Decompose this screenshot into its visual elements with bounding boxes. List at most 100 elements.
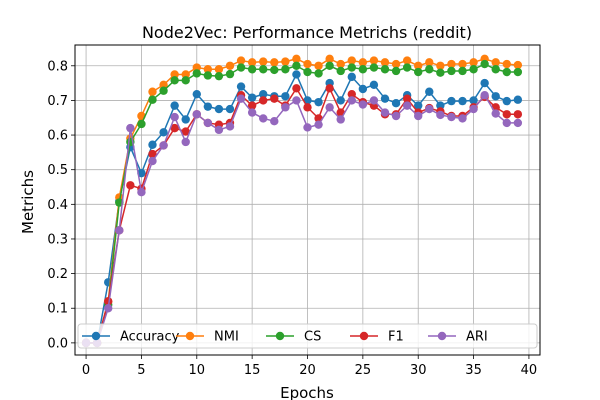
series-accuracy bbox=[81, 70, 523, 348]
data-point bbox=[148, 156, 157, 166]
y-axis-label: Metrichs bbox=[19, 170, 37, 234]
series-line bbox=[86, 63, 518, 344]
data-point bbox=[247, 65, 257, 74]
data-point bbox=[436, 110, 445, 120]
data-point bbox=[391, 111, 401, 121]
data-point bbox=[513, 110, 523, 119]
data-point bbox=[203, 118, 213, 128]
data-point bbox=[170, 123, 179, 133]
data-point bbox=[303, 59, 312, 69]
data-point bbox=[447, 112, 456, 122]
data-point bbox=[325, 54, 334, 64]
data-point bbox=[447, 59, 456, 69]
axes: 0 5 10 15 20 25 30 35 40 0.0 0.1 0.2 0.3 0.4 0.5 0.6 0.7… bbox=[47, 44, 541, 378]
y-tick-label: 0.1 bbox=[47, 302, 68, 317]
data-point bbox=[469, 58, 478, 67]
chart-title: Node2Vec: Performance Metrichs (reddit) bbox=[142, 23, 472, 42]
data-point bbox=[358, 65, 368, 74]
data-point bbox=[236, 56, 246, 65]
grid-lines bbox=[75, 45, 540, 355]
data-point bbox=[137, 188, 146, 197]
data-point bbox=[214, 125, 224, 135]
data-point bbox=[402, 56, 412, 65]
data-point bbox=[236, 82, 246, 91]
data-point bbox=[480, 59, 489, 69]
x-tick-label: 15 bbox=[244, 363, 261, 378]
data-point bbox=[104, 297, 113, 306]
data-point bbox=[137, 119, 146, 129]
data-point bbox=[347, 89, 356, 99]
data-point bbox=[270, 94, 279, 103]
data-point bbox=[325, 84, 334, 93]
y-tick-label: 0.8 bbox=[47, 59, 68, 74]
data-point bbox=[126, 181, 135, 190]
data-point bbox=[414, 101, 423, 110]
legend-entry-nmi: NMI bbox=[176, 330, 239, 345]
data-point bbox=[181, 115, 190, 124]
data-point bbox=[314, 61, 323, 70]
data-point bbox=[236, 63, 246, 72]
data-point bbox=[281, 57, 290, 66]
series-line bbox=[86, 86, 518, 344]
legend-entry-f1: F1 bbox=[350, 330, 404, 345]
data-point bbox=[159, 86, 168, 95]
data-point bbox=[192, 69, 201, 78]
data-point bbox=[480, 78, 489, 88]
data-point bbox=[192, 89, 201, 99]
data-point bbox=[203, 71, 213, 80]
data-point bbox=[259, 96, 268, 105]
data-point bbox=[247, 101, 257, 110]
data-point bbox=[469, 65, 478, 74]
data-point bbox=[126, 123, 135, 133]
data-point bbox=[259, 57, 268, 66]
data-point bbox=[148, 149, 157, 159]
data-point bbox=[247, 108, 257, 117]
data-point bbox=[414, 67, 423, 77]
data-point bbox=[469, 96, 478, 105]
data-point bbox=[270, 117, 279, 126]
data-point bbox=[181, 70, 190, 79]
data-point bbox=[347, 56, 356, 65]
data-point bbox=[502, 67, 511, 77]
data-point bbox=[303, 103, 312, 112]
legend-entry-accuracy: Accuracy bbox=[82, 330, 180, 345]
data-point bbox=[369, 63, 379, 72]
legend-label: Accuracy bbox=[120, 330, 180, 345]
data-point bbox=[502, 110, 511, 119]
data-point bbox=[292, 96, 301, 105]
series-line bbox=[86, 72, 518, 344]
data-point bbox=[214, 65, 224, 74]
legend-marker bbox=[185, 331, 195, 341]
data-point bbox=[347, 63, 356, 72]
data-point bbox=[402, 63, 412, 72]
data-point bbox=[414, 111, 423, 121]
data-point bbox=[203, 65, 213, 74]
plot-frame bbox=[74, 44, 541, 356]
data-point bbox=[281, 92, 290, 101]
data-point bbox=[391, 59, 401, 69]
data-point bbox=[292, 70, 301, 79]
y-tick-label: 0.3 bbox=[47, 232, 68, 247]
data-point bbox=[502, 96, 511, 106]
data-point bbox=[358, 58, 368, 67]
series-ari bbox=[81, 91, 523, 348]
legend-marker bbox=[359, 331, 369, 341]
legend-label: CS bbox=[304, 330, 321, 345]
data-point bbox=[170, 101, 179, 110]
y-tick-label: 0.5 bbox=[47, 163, 68, 178]
data-point bbox=[380, 108, 390, 117]
data-point bbox=[270, 58, 279, 67]
data-point bbox=[225, 122, 235, 131]
data-point bbox=[225, 61, 235, 70]
data-point bbox=[513, 95, 523, 104]
data-point bbox=[159, 80, 168, 90]
data-point bbox=[170, 70, 179, 79]
legend: Accuracy NMI CS F1 ARI bbox=[77, 323, 538, 349]
data-point bbox=[425, 87, 434, 96]
y-tick-label: 0.0 bbox=[47, 336, 68, 351]
data-point bbox=[259, 89, 268, 99]
data-point bbox=[314, 97, 323, 107]
data-point bbox=[281, 103, 290, 112]
data-point bbox=[491, 58, 500, 67]
